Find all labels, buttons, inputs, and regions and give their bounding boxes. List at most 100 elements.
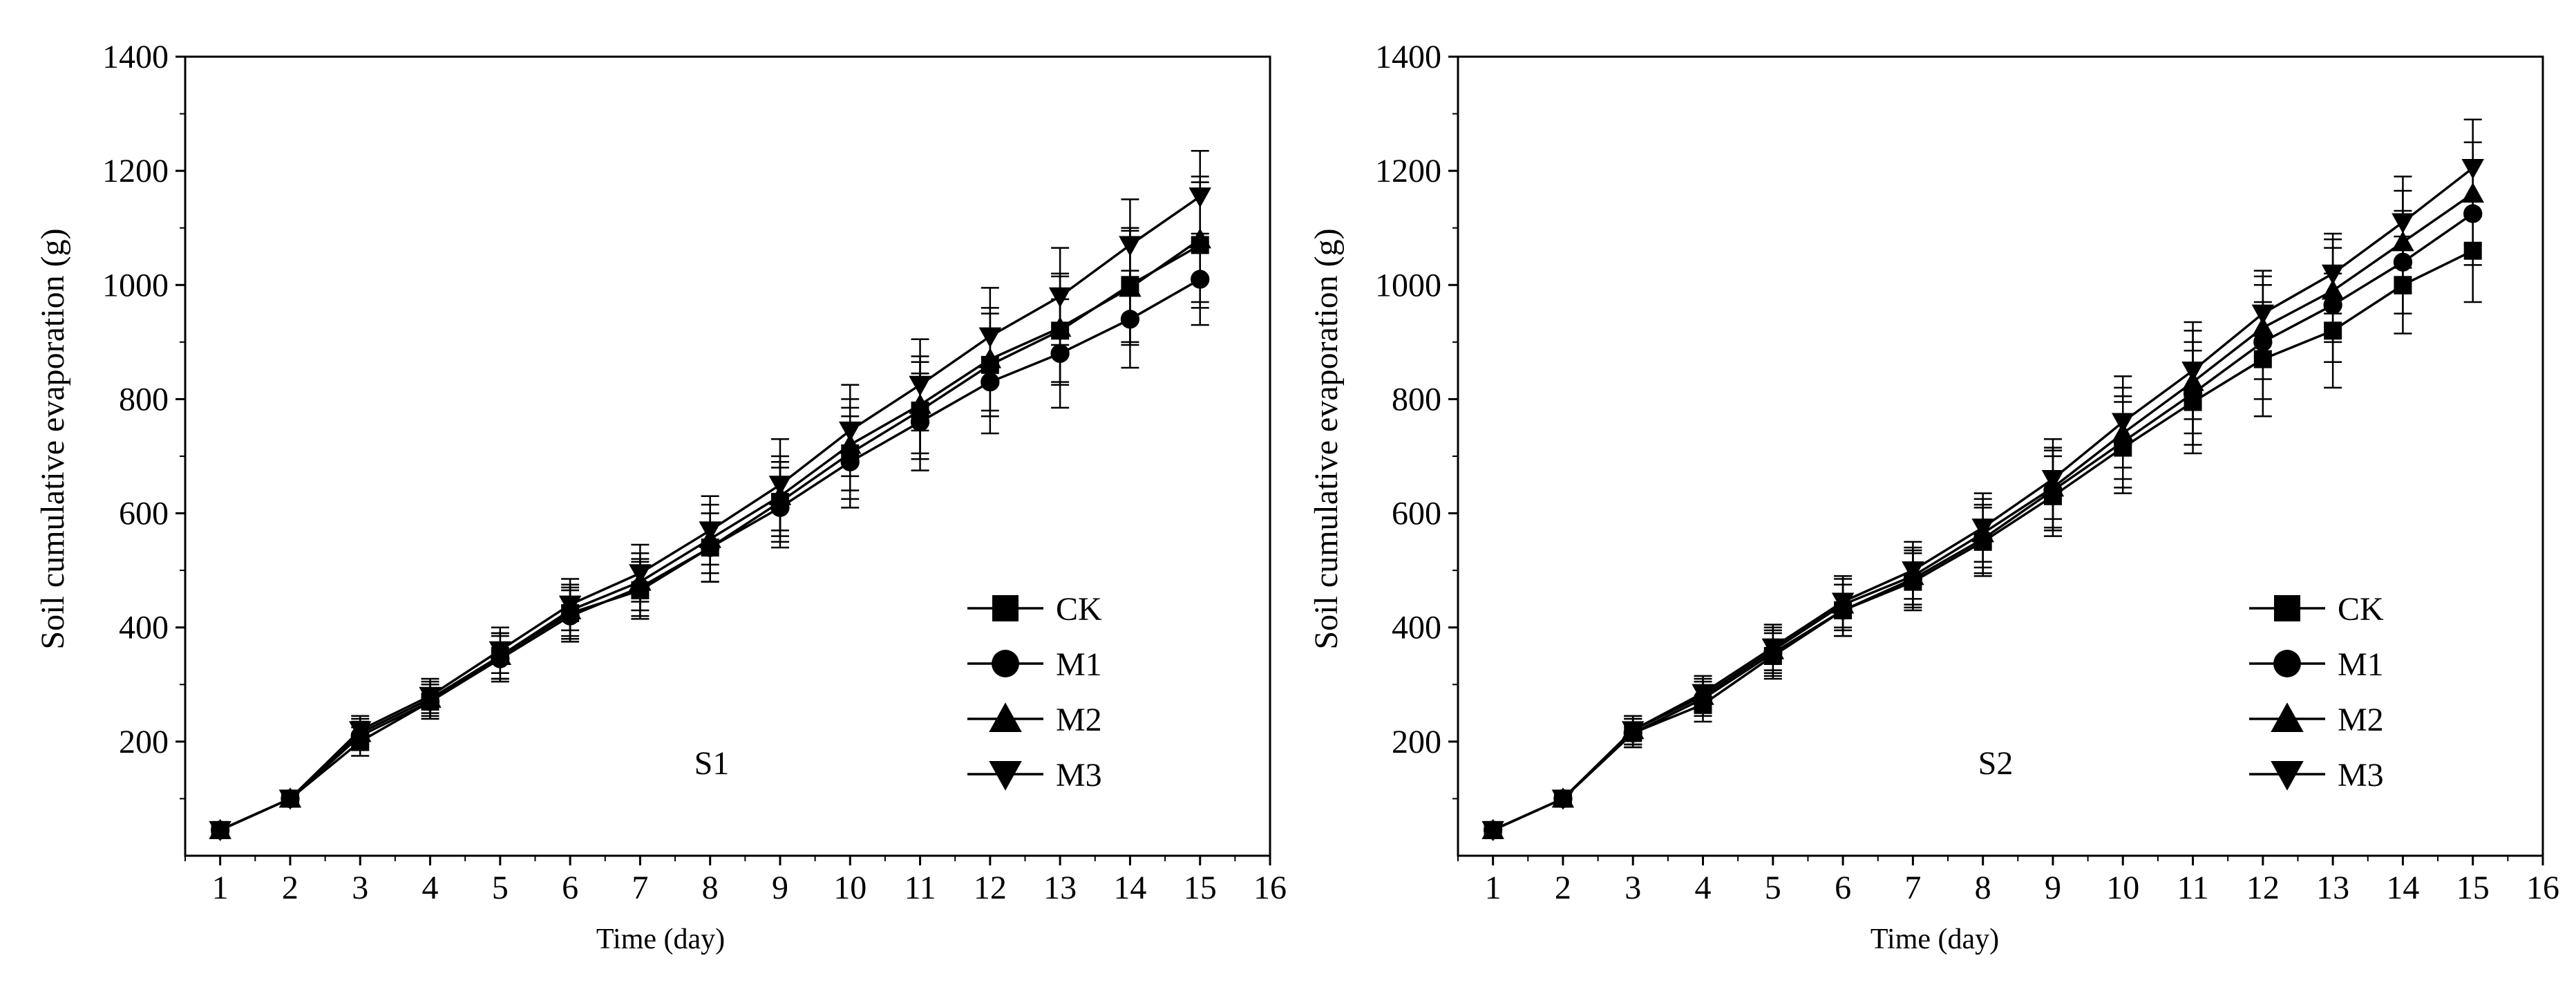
x-tick-label: 11 — [904, 870, 936, 906]
y-tick-label: 600 — [1392, 496, 1441, 532]
data-point — [629, 564, 652, 585]
x-tick-label: 16 — [1253, 870, 1287, 906]
y-axis-title: Soil cumulative evaporation (g) — [35, 228, 71, 649]
legend-marker-m1 — [992, 650, 1019, 677]
x-tick-label: 7 — [632, 870, 648, 906]
data-point — [2041, 470, 2065, 491]
y-tick-label: 600 — [119, 496, 169, 532]
data-point — [2392, 213, 2414, 234]
x-tick-label: 3 — [352, 870, 368, 906]
data-point — [839, 421, 862, 442]
x-tick-label: 14 — [2386, 870, 2419, 906]
data-point — [1902, 561, 1924, 582]
legend-label: M1 — [2338, 646, 2384, 683]
data-point — [2112, 413, 2134, 433]
data-point — [2461, 159, 2484, 180]
x-tick-label: 15 — [1184, 870, 1217, 906]
data-point — [1048, 287, 1072, 308]
data-point — [489, 641, 512, 662]
series-m3 — [209, 149, 1211, 842]
panel-label: S1 — [694, 745, 730, 782]
x-tick-label: 8 — [702, 870, 719, 906]
legend-label: M3 — [1056, 757, 1102, 794]
data-point — [699, 521, 721, 542]
x-tick-label: 13 — [2316, 870, 2349, 906]
x-tick-label: 15 — [2456, 870, 2490, 906]
y-tick-label: 1200 — [1375, 153, 1441, 189]
y-tick-label: 1400 — [102, 39, 169, 75]
x-tick-label: 13 — [1043, 870, 1077, 906]
data-point — [2321, 264, 2345, 285]
x-tick-label: 1 — [1485, 870, 1502, 906]
x-tick-label: 4 — [422, 870, 439, 906]
y-axis-title: Soil cumulative evaporation (g) — [1308, 228, 1345, 649]
x-axis-title: Time (day) — [596, 923, 725, 955]
x-tick-label: 9 — [2045, 870, 2061, 906]
y-tick-label: 200 — [1392, 724, 1441, 760]
legend-label: M1 — [1056, 646, 1102, 683]
x-axis-title: Time (day) — [1871, 923, 1999, 955]
y-tick-label: 200 — [119, 724, 169, 760]
x-tick-label: 1 — [212, 870, 229, 906]
legend-marker-m2 — [2271, 702, 2304, 732]
x-tick-label: 6 — [1835, 870, 1851, 906]
x-tick-label: 5 — [492, 870, 509, 906]
data-point — [1481, 820, 1504, 842]
data-point — [558, 595, 582, 616]
data-point — [1831, 592, 1855, 613]
data-point — [209, 820, 231, 842]
legend-marker-ck — [2274, 595, 2300, 621]
data-point — [768, 476, 792, 496]
legend-marker-m3 — [989, 761, 1022, 791]
data-point — [1119, 236, 1142, 256]
data-point — [1188, 187, 1211, 208]
chart-panel-s1: Soil cumulative evaporation (g) Time (da… — [35, 39, 1287, 955]
x-tick-label: 9 — [772, 870, 788, 906]
y-tick-label: 800 — [119, 381, 169, 418]
legend-marker-m3 — [2271, 761, 2304, 791]
legend: CK M1 M2 M3 — [967, 591, 1102, 794]
x-tick-label: 3 — [1625, 870, 1641, 906]
legend-label: M2 — [1056, 702, 1102, 738]
legend: CK M1 M2 M3 — [2249, 591, 2384, 794]
legend-label: M3 — [2338, 757, 2384, 794]
y-tick-label: 800 — [1392, 381, 1441, 418]
data-point — [1971, 518, 1994, 539]
data-point — [348, 721, 372, 742]
series-m3 — [1481, 118, 2484, 842]
x-tick-label: 12 — [2246, 870, 2280, 906]
legend-marker-m1 — [2273, 650, 2301, 677]
x-tick-label: 7 — [1904, 870, 1921, 906]
chart-panel-s2: Soil cumulative evaporation (g) Time (da… — [1308, 39, 2559, 955]
data-point — [978, 327, 1002, 348]
legend-label: CK — [2338, 591, 2384, 628]
x-tick-label: 16 — [2526, 870, 2559, 906]
x-tick-label: 11 — [2177, 870, 2208, 906]
data-point — [2251, 304, 2275, 325]
y-tick-label: 1200 — [102, 153, 169, 189]
x-tick-label: 2 — [282, 870, 299, 906]
legend-label: CK — [1056, 591, 1102, 628]
x-tick-label: 12 — [974, 870, 1007, 906]
data-point — [2181, 362, 2204, 382]
legend-label: M2 — [2338, 702, 2384, 738]
y-tick-label: 400 — [1392, 610, 1441, 646]
y-tick-label: 1000 — [1375, 267, 1441, 303]
x-tick-label: 8 — [1975, 870, 1991, 906]
x-tick-label: 4 — [1695, 870, 1712, 906]
panel-label: S2 — [1978, 745, 2014, 782]
x-tick-label: 10 — [2106, 870, 2139, 906]
y-tick-label: 1400 — [1375, 39, 1441, 75]
data-point — [278, 789, 302, 810]
legend-marker-m2 — [989, 702, 1022, 732]
data-point — [1761, 638, 1785, 659]
x-tick-label: 6 — [562, 870, 578, 906]
legend-marker-ck — [992, 595, 1019, 621]
x-tick-label: 5 — [1765, 870, 1781, 906]
data-point — [909, 375, 931, 397]
x-tick-label: 14 — [1113, 870, 1146, 906]
y-tick-label: 1000 — [102, 267, 169, 303]
data-point — [1621, 721, 1645, 742]
data-point — [419, 686, 442, 708]
